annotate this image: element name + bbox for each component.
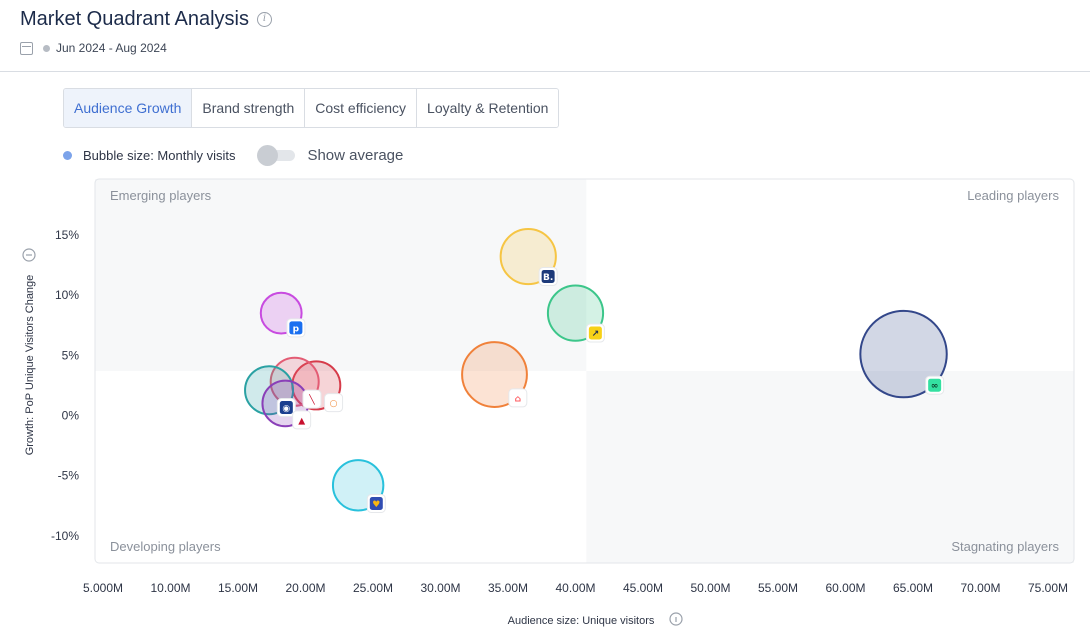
x-tick-label: 75.00M <box>1028 581 1068 595</box>
x-axis-info-icon[interactable] <box>669 612 683 626</box>
hotels-icon[interactable]: ○ <box>324 393 344 413</box>
x-tick-label: 25.00M <box>353 581 393 595</box>
svg-text:↗: ↗ <box>592 330 600 340</box>
quadrant-stagnating <box>586 370 1074 563</box>
bubble[interactable] <box>859 309 948 399</box>
booking-icon[interactable]: B. <box>538 266 558 286</box>
date-range: Jun 2024 - Aug 2024 <box>56 41 167 55</box>
date-range-row: Jun 2024 - Aug 2024 <box>20 41 167 55</box>
svg-text:╲: ╲ <box>308 394 315 406</box>
quadrant-emerging <box>95 179 587 371</box>
y-tick-label: -10% <box>51 529 79 543</box>
svg-text:∞: ∞ <box>931 382 939 392</box>
x-axis-label: Audience size: Unique visitors <box>508 615 655 627</box>
x-tick-label: 40.00M <box>555 581 595 595</box>
x-tick-label: 50.00M <box>690 581 730 595</box>
page-title: Market Quadrant Analysis <box>20 8 249 30</box>
toggle-track <box>265 150 296 161</box>
airbnb-icon[interactable]: ⌂ <box>508 388 528 408</box>
status-dot <box>43 44 50 52</box>
tripadvisor-icon[interactable]: ∞ <box>925 375 945 395</box>
x-tick-label: 70.00M <box>960 581 1000 595</box>
svg-text:♥: ♥ <box>372 500 380 510</box>
chart-controls: Bubble size: Monthly visits Show average <box>63 142 403 168</box>
delta-icon[interactable]: ▲ <box>292 410 312 430</box>
info-icon[interactable]: i <box>257 12 272 27</box>
y-tick-label: 15% <box>55 228 79 242</box>
toggle-knob <box>257 145 279 166</box>
svg-text:○: ○ <box>330 399 338 409</box>
y-tick-label: -5% <box>58 469 80 483</box>
bubble-size-dot <box>63 150 72 160</box>
quadrant-label-emerging: Emerging players <box>110 188 212 203</box>
quadrant-label-stagnating: Stagnating players <box>951 539 1059 554</box>
page-title-row: Market Quadrant Analysis i <box>20 8 272 31</box>
american-airlines-icon[interactable]: ╲ <box>302 389 322 409</box>
svg-text:B.: B. <box>543 273 553 283</box>
x-tick-label: 55.00M <box>758 581 798 595</box>
expedia-icon[interactable]: ↗ <box>585 323 605 343</box>
y-tick-label: 10% <box>55 288 79 302</box>
show-average-toggle[interactable] <box>257 145 296 166</box>
page-header: Market Quadrant Analysis i Jun 2024 - Au… <box>0 0 1090 72</box>
y-tick-label: 0% <box>62 409 80 423</box>
x-tick-label: 35.00M <box>488 581 528 595</box>
united-icon[interactable]: ◉ <box>276 397 296 417</box>
y-axis-label: Growth: PoP Unique Visitors Change <box>24 275 36 456</box>
calendar-icon <box>20 41 33 55</box>
show-average-label: Show average <box>307 146 404 164</box>
svg-text:▲: ▲ <box>298 416 305 426</box>
svg-text:◉: ◉ <box>282 404 290 414</box>
metric-tabs: Audience Growth Brand strength Cost effi… <box>63 88 560 128</box>
x-tick-label: 60.00M <box>825 581 865 595</box>
plot-frame <box>94 178 1075 564</box>
tab-audience-growth[interactable]: Audience Growth <box>64 89 193 127</box>
tab-cost-efficiency[interactable]: Cost efficiency <box>305 89 418 127</box>
x-tick-label: 10.00M <box>150 581 190 595</box>
y-tick-label: 5% <box>62 348 80 362</box>
x-tick-label: 45.00M <box>623 581 663 595</box>
svg-text:p: p <box>293 324 300 334</box>
x-tick-label: 15.00M <box>218 581 258 595</box>
x-tick-label: 30.00M <box>420 581 460 595</box>
tab-brand-strength[interactable]: Brand strength <box>192 89 306 127</box>
y-axis-info-icon[interactable] <box>22 248 36 262</box>
priceline-icon[interactable]: p <box>286 318 306 338</box>
x-tick-label: 20.00M <box>285 581 325 595</box>
svg-text:⌂: ⌂ <box>515 394 522 404</box>
quadrant-chart: Emerging players Leading players Developin… <box>22 178 1075 627</box>
x-tick-label: 5.000M <box>83 581 123 595</box>
bubble-size-label: Bubble size: Monthly visits <box>83 147 236 163</box>
tab-loyalty-retention[interactable]: Loyalty & Retention <box>417 89 559 127</box>
southwest-icon[interactable]: ♥ <box>366 493 386 513</box>
x-tick-label: 65.00M <box>893 581 933 595</box>
quadrant-label-leading: Leading players <box>967 188 1059 203</box>
quadrant-label-developing: Developing players <box>110 539 221 554</box>
